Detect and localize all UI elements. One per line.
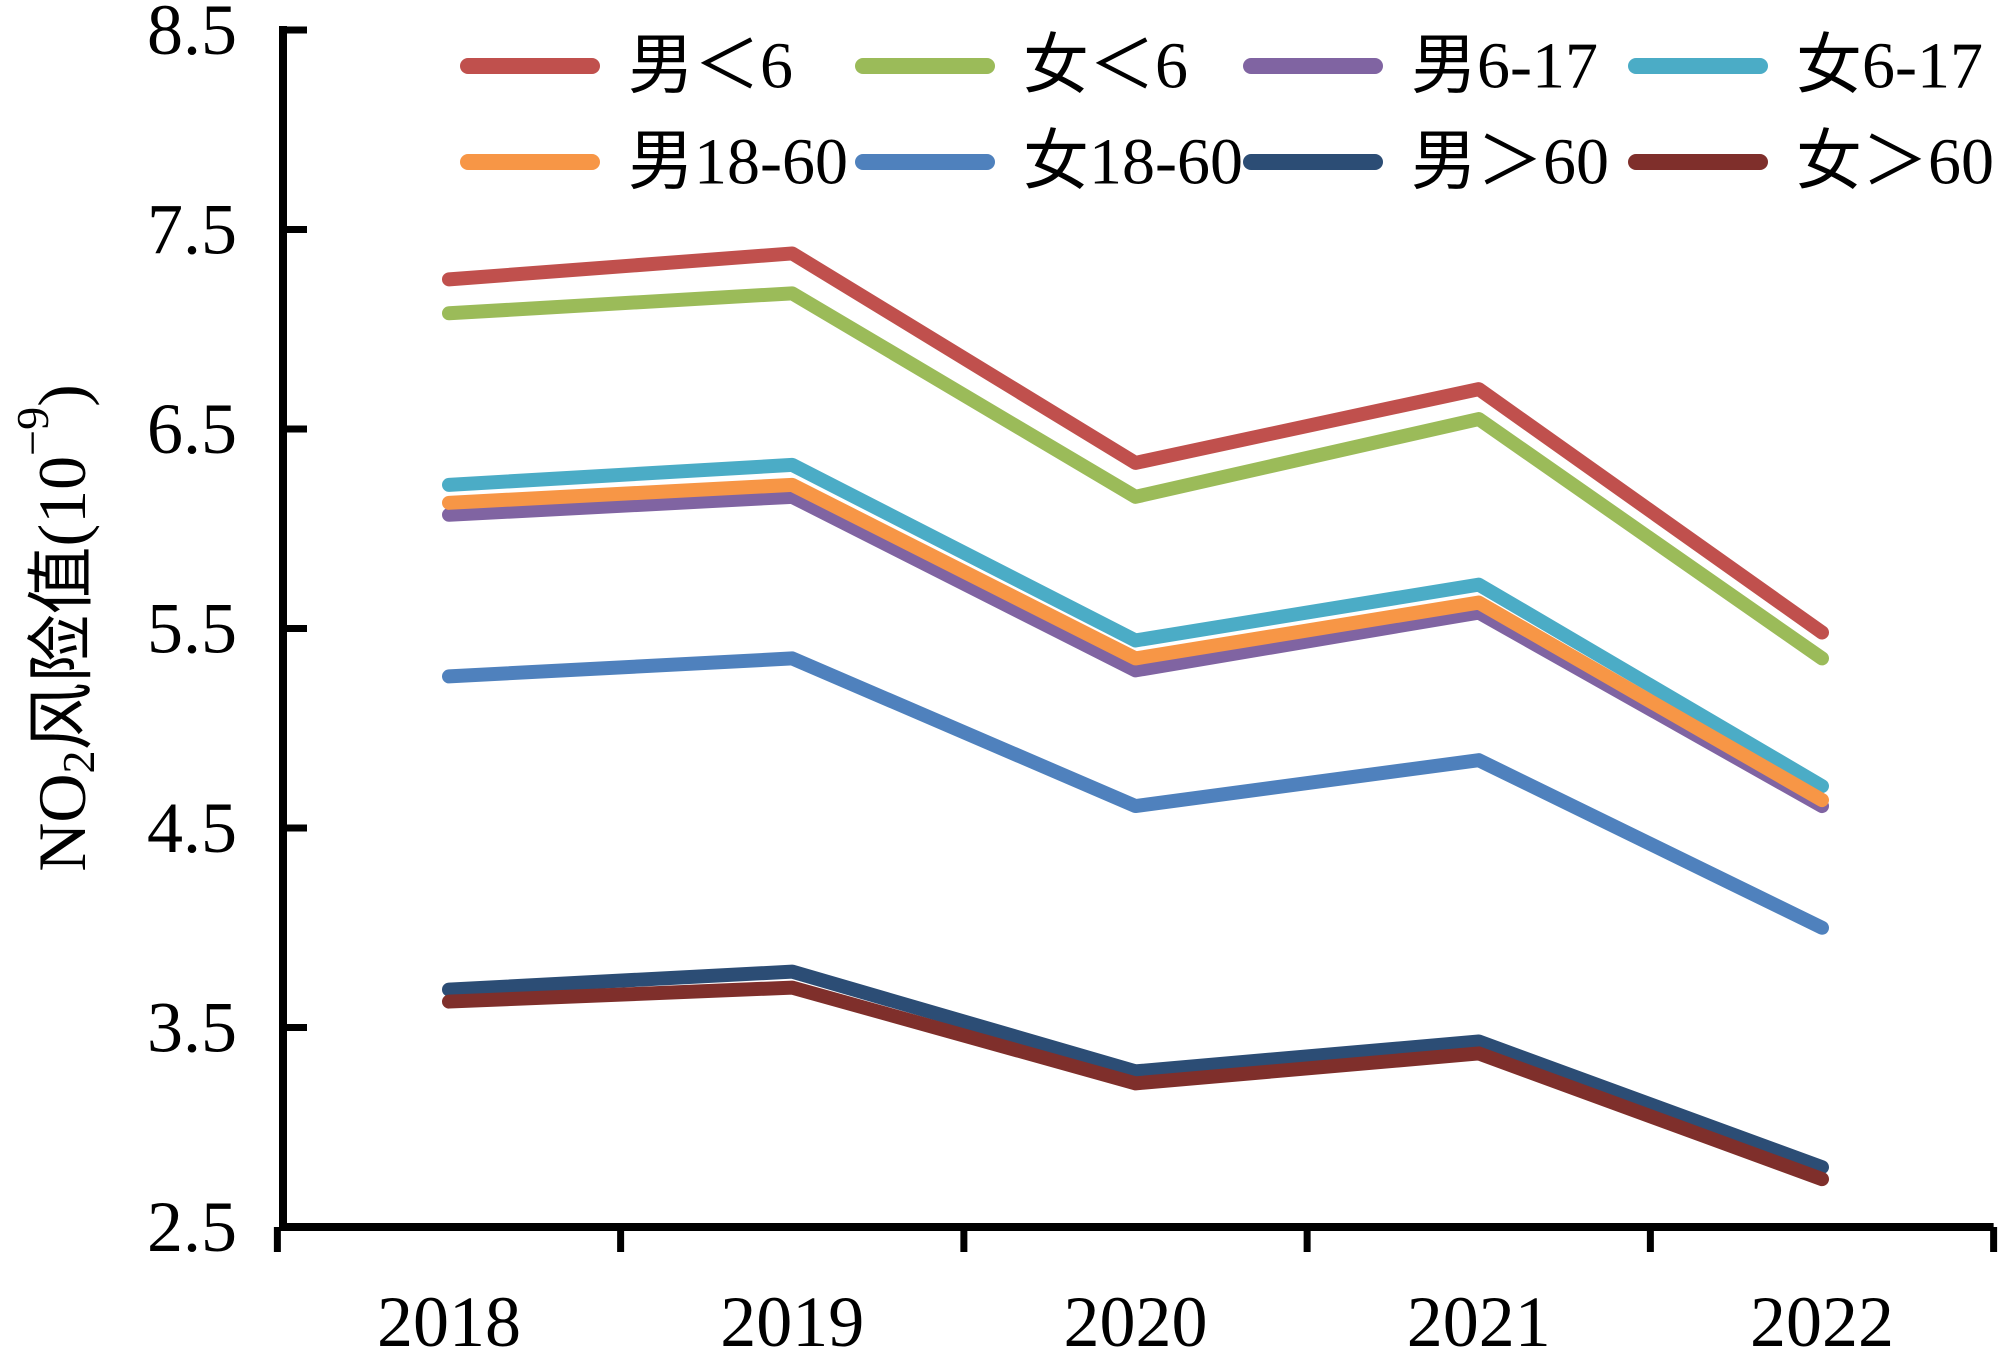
legend-label-男＞60: 男＞60 — [1411, 126, 1609, 199]
y-axis-title-superscript: −9 — [7, 407, 58, 456]
x-tick-labels: 2018 2019 2020 2021 2022 — [377, 1282, 1894, 1358]
y-tick-label: 7.5 — [147, 190, 237, 270]
series-lines — [442, 246, 1829, 1187]
x-tick-label: 2021 — [1407, 1282, 1551, 1358]
y-tick-label: 2.5 — [147, 1187, 237, 1267]
axes — [273, 26, 1998, 1252]
x-tick-label: 2019 — [720, 1282, 864, 1358]
y-tick-label: 8.5 — [147, 0, 237, 70]
legend-swatch-男＜6 — [460, 58, 600, 74]
y-tick-label: 5.5 — [147, 589, 237, 669]
series-line-男18-60 — [442, 477, 1829, 808]
legend-label-女＜6: 女＜6 — [1023, 30, 1188, 103]
legend-swatch-女＜6 — [855, 58, 995, 74]
legend-swatch-女6-17 — [1628, 58, 1768, 74]
legend-label-男6-17: 男6-17 — [1411, 30, 1598, 103]
y-axis-title-end: ) — [24, 384, 100, 407]
series-line-男＜6 — [442, 246, 1829, 640]
legend-swatch-男18-60 — [460, 154, 600, 170]
x-tick-label: 2020 — [1064, 1282, 1208, 1358]
legend-label-女＞60: 女＞60 — [1796, 126, 1994, 199]
legend-label-男＜6: 男＜6 — [628, 30, 793, 103]
y-tick-labels: 2.5 3.5 4.5 5.5 6.5 7.5 8.5 — [147, 0, 237, 1267]
legend: 男＜6 女＜6 男6-17 女6-17 男18-60 女18-60 男＞60 女＞60 — [460, 30, 1994, 199]
legend-label-女6-17: 女6-17 — [1796, 30, 1983, 103]
y-tick-label: 6.5 — [147, 389, 237, 469]
y-axis-title-subscript: 2 — [53, 751, 104, 774]
y-axis-title-base: NO — [24, 774, 100, 872]
series-line-男6-17 — [442, 489, 1829, 814]
x-tick-label: 2022 — [1750, 1282, 1894, 1358]
y-axis-title: NO2风险值(10−9) — [7, 384, 104, 871]
y-axis-title-mid: 风险值(10 — [24, 456, 100, 751]
y-tick-label: 4.5 — [147, 788, 237, 868]
legend-label-女18-60: 女18-60 — [1023, 126, 1243, 199]
legend-swatch-男＞60 — [1243, 154, 1383, 170]
series-line-女6-17 — [442, 457, 1829, 794]
x-tick-label: 2018 — [377, 1282, 521, 1358]
y-tick-label: 3.5 — [147, 988, 237, 1068]
legend-label-男18-60: 男18-60 — [628, 126, 848, 199]
legend-swatch-男6-17 — [1243, 58, 1383, 74]
series-line-男＞60 — [442, 964, 1829, 1175]
series-line-女＞60 — [442, 980, 1829, 1187]
series-line-女18-60 — [442, 651, 1829, 935]
series-line-女＜6 — [442, 286, 1829, 666]
legend-swatch-女18-60 — [855, 154, 995, 170]
legend-swatch-女＞60 — [1628, 154, 1768, 170]
